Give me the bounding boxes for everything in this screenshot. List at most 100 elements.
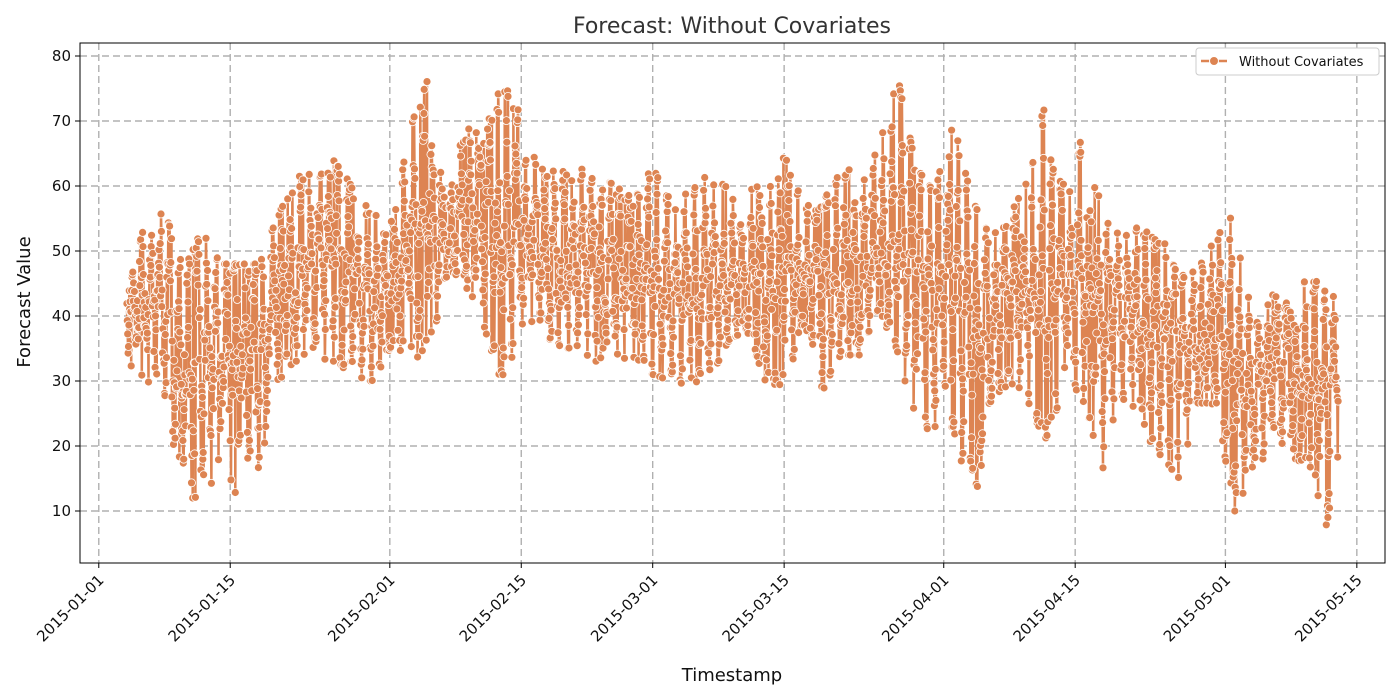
data-point — [544, 313, 554, 323]
data-point — [878, 128, 888, 138]
data-point — [827, 329, 837, 339]
data-point — [654, 274, 663, 284]
data-point — [1212, 384, 1222, 393]
data-point — [377, 337, 387, 347]
data-point — [282, 311, 292, 320]
data-point — [653, 173, 663, 183]
data-point — [819, 383, 829, 393]
legend-box — [1195, 47, 1380, 76]
data-point — [348, 194, 358, 204]
data-point — [699, 185, 708, 195]
data-point — [1302, 355, 1312, 365]
data-point — [681, 189, 690, 199]
data-point — [1194, 374, 1203, 384]
data-point — [510, 141, 520, 151]
data-point — [124, 342, 133, 351]
data-point — [701, 211, 711, 221]
data-point — [818, 334, 828, 344]
data-point — [726, 218, 736, 228]
data-point — [395, 346, 405, 355]
data-point — [875, 277, 884, 287]
data-point — [1098, 418, 1107, 428]
data-point — [179, 350, 189, 360]
data-point — [1076, 147, 1086, 157]
data-point — [1176, 379, 1186, 389]
data-point — [1152, 281, 1161, 291]
data-point — [950, 429, 960, 439]
data-point — [589, 217, 598, 227]
data-point — [969, 259, 979, 268]
data-point — [1051, 389, 1060, 399]
data-point — [339, 325, 349, 335]
data-point — [414, 238, 424, 248]
data-point — [594, 222, 604, 232]
data-point — [547, 224, 557, 233]
data-point — [1269, 423, 1279, 432]
data-point — [1288, 421, 1298, 431]
data-point — [419, 85, 429, 94]
data-point — [1313, 491, 1323, 501]
data-point — [734, 281, 744, 291]
data-point — [733, 306, 743, 316]
data-point — [773, 174, 783, 184]
data-point — [544, 284, 553, 294]
data-point — [966, 358, 976, 368]
data-point — [690, 183, 700, 193]
data-point — [432, 313, 442, 322]
data-point — [1136, 360, 1146, 370]
data-point — [472, 209, 482, 219]
data-point — [974, 320, 984, 330]
data-point — [236, 393, 246, 403]
data-point — [716, 332, 725, 342]
data-point — [894, 292, 903, 302]
data-point — [392, 237, 402, 247]
data-point — [802, 216, 812, 226]
data-point — [1250, 410, 1260, 419]
data-point — [817, 368, 827, 378]
data-point — [1016, 355, 1025, 365]
data-point — [400, 177, 410, 187]
data-point — [242, 427, 252, 437]
data-point — [829, 245, 838, 254]
data-point — [861, 213, 871, 223]
data-point — [541, 238, 550, 248]
data-point — [1231, 461, 1240, 471]
data-point — [456, 169, 466, 179]
data-point — [574, 310, 584, 320]
data-point — [551, 214, 561, 224]
data-point — [1063, 328, 1073, 338]
data-point — [1150, 321, 1159, 331]
data-point — [518, 319, 527, 329]
data-point — [442, 272, 451, 282]
data-point — [1155, 440, 1165, 449]
data-point — [391, 205, 401, 215]
data-point — [539, 196, 549, 206]
data-point — [156, 209, 166, 219]
data-point — [1198, 267, 1208, 277]
data-point — [354, 298, 364, 308]
data-point — [897, 94, 907, 104]
data-point — [1155, 450, 1165, 460]
data-point — [552, 246, 562, 255]
data-point — [635, 192, 644, 202]
data-point — [678, 364, 687, 374]
data-point — [619, 325, 629, 335]
data-point — [381, 281, 390, 290]
data-point — [788, 354, 798, 364]
data-point — [682, 243, 692, 253]
data-point — [899, 186, 909, 196]
data-point — [320, 325, 330, 334]
data-point — [1217, 306, 1227, 315]
data-point — [634, 250, 644, 260]
data-point — [1227, 259, 1237, 269]
data-point — [982, 281, 992, 291]
data-point — [217, 398, 227, 408]
data-point — [1091, 370, 1100, 379]
data-point — [466, 170, 476, 180]
data-point — [346, 321, 356, 331]
data-point — [658, 373, 667, 383]
data-point — [902, 341, 911, 351]
data-point — [438, 220, 448, 230]
data-point — [174, 304, 184, 314]
data-point — [1253, 379, 1263, 389]
